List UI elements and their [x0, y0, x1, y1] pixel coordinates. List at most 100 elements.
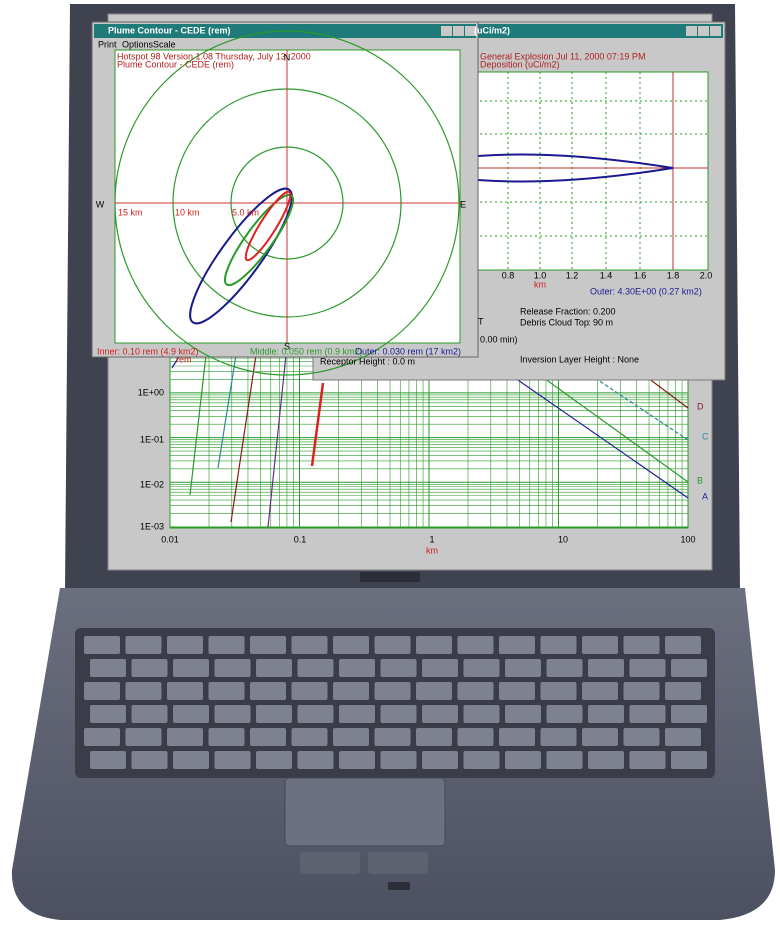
y-tick-label: 1E-01: [140, 434, 164, 444]
key: [339, 705, 375, 723]
key: [126, 636, 162, 654]
ring-label: 5.0 km: [232, 207, 259, 217]
plume-window: [441, 26, 452, 36]
key: [339, 751, 375, 769]
key: [90, 751, 126, 769]
laptop: [300, 852, 360, 874]
key: [624, 682, 660, 700]
key: [256, 751, 292, 769]
parameter-text: T: [478, 316, 484, 326]
key: [90, 705, 126, 723]
key: [209, 682, 245, 700]
key: [665, 682, 701, 700]
chart-header: Deposition (uCi/m2): [480, 59, 560, 69]
key: [250, 728, 286, 746]
key: [126, 728, 162, 746]
key: [90, 659, 126, 677]
key: [381, 659, 417, 677]
key: [499, 728, 535, 746]
deposition-window: [710, 26, 721, 36]
parameter-text: : 0.200: [588, 306, 616, 316]
menu-item[interactable]: Print: [98, 39, 117, 49]
key: [630, 705, 666, 723]
x-tick-label: 1.4: [600, 270, 613, 280]
key: [505, 705, 541, 723]
x-tick-label: 1.6: [634, 270, 647, 280]
key: [416, 682, 452, 700]
key: [671, 751, 707, 769]
curve-label: B: [697, 475, 703, 485]
parameter-text: Receptor Height : 0.0 m: [320, 356, 415, 366]
parameter-text: : 90 m: [588, 317, 613, 327]
key: [215, 705, 251, 723]
key: [547, 751, 583, 769]
key: [132, 751, 168, 769]
key: [333, 728, 369, 746]
laptop: [285, 778, 445, 846]
key: [416, 728, 452, 746]
key: [630, 751, 666, 769]
key: [422, 705, 458, 723]
key: [250, 682, 286, 700]
key: [499, 636, 535, 654]
key: [665, 636, 701, 654]
key: [665, 728, 701, 746]
key: [173, 705, 209, 723]
key: [167, 682, 203, 700]
ring-label: 10 km: [175, 207, 200, 217]
key: [298, 659, 334, 677]
key: [173, 659, 209, 677]
parameter-text: 0.00 min): [480, 334, 518, 344]
menu-item[interactable]: Options: [122, 39, 154, 49]
legend-text: Outer: 0.030 rem (17 km2): [355, 346, 461, 356]
legend-text: Inner: 0.10 rem (4.9 km2): [97, 346, 199, 356]
axis-label: km: [534, 279, 546, 289]
key: [499, 682, 535, 700]
x-tick-label: 1.8: [667, 270, 680, 280]
key: [505, 751, 541, 769]
window-title: Plume Contour - CEDE (rem): [108, 25, 231, 35]
key: [375, 682, 411, 700]
y-tick-label: 1E-03: [140, 521, 164, 531]
key: [541, 682, 577, 700]
key: [624, 728, 660, 746]
x-tick-label: 0.01: [161, 534, 179, 544]
key: [671, 705, 707, 723]
y-tick-label: 1E-02: [140, 479, 164, 489]
key: [209, 636, 245, 654]
curve-label: A: [702, 491, 708, 501]
key: [84, 636, 120, 654]
key: [132, 705, 168, 723]
x-tick-label: 0.8: [502, 270, 515, 280]
plume-window: [92, 22, 478, 375]
key: [298, 705, 334, 723]
key: [588, 659, 624, 677]
key: [458, 636, 494, 654]
x-tick-label: 10: [558, 534, 568, 544]
x-tick-label: 1: [429, 534, 434, 544]
key: [416, 636, 452, 654]
key: [215, 659, 251, 677]
key: [464, 659, 500, 677]
key: [333, 636, 369, 654]
key: [588, 705, 624, 723]
x-tick-label: 1.2: [566, 270, 579, 280]
key: [582, 682, 618, 700]
plume-window: [453, 26, 464, 36]
menu-item[interactable]: Scale: [153, 39, 176, 49]
key: [292, 636, 328, 654]
key: [375, 728, 411, 746]
key: [624, 636, 660, 654]
x-tick-label: 100: [680, 534, 695, 544]
key: [547, 705, 583, 723]
compass-label: E: [460, 199, 466, 209]
key: [671, 659, 707, 677]
key: [167, 636, 203, 654]
deposition-window: [686, 26, 697, 36]
key: [422, 751, 458, 769]
parameter-text: Inversion Layer Height : None: [520, 354, 639, 364]
key: [292, 728, 328, 746]
key: [292, 682, 328, 700]
ring-label: 15 km: [118, 207, 143, 217]
key: [298, 751, 334, 769]
